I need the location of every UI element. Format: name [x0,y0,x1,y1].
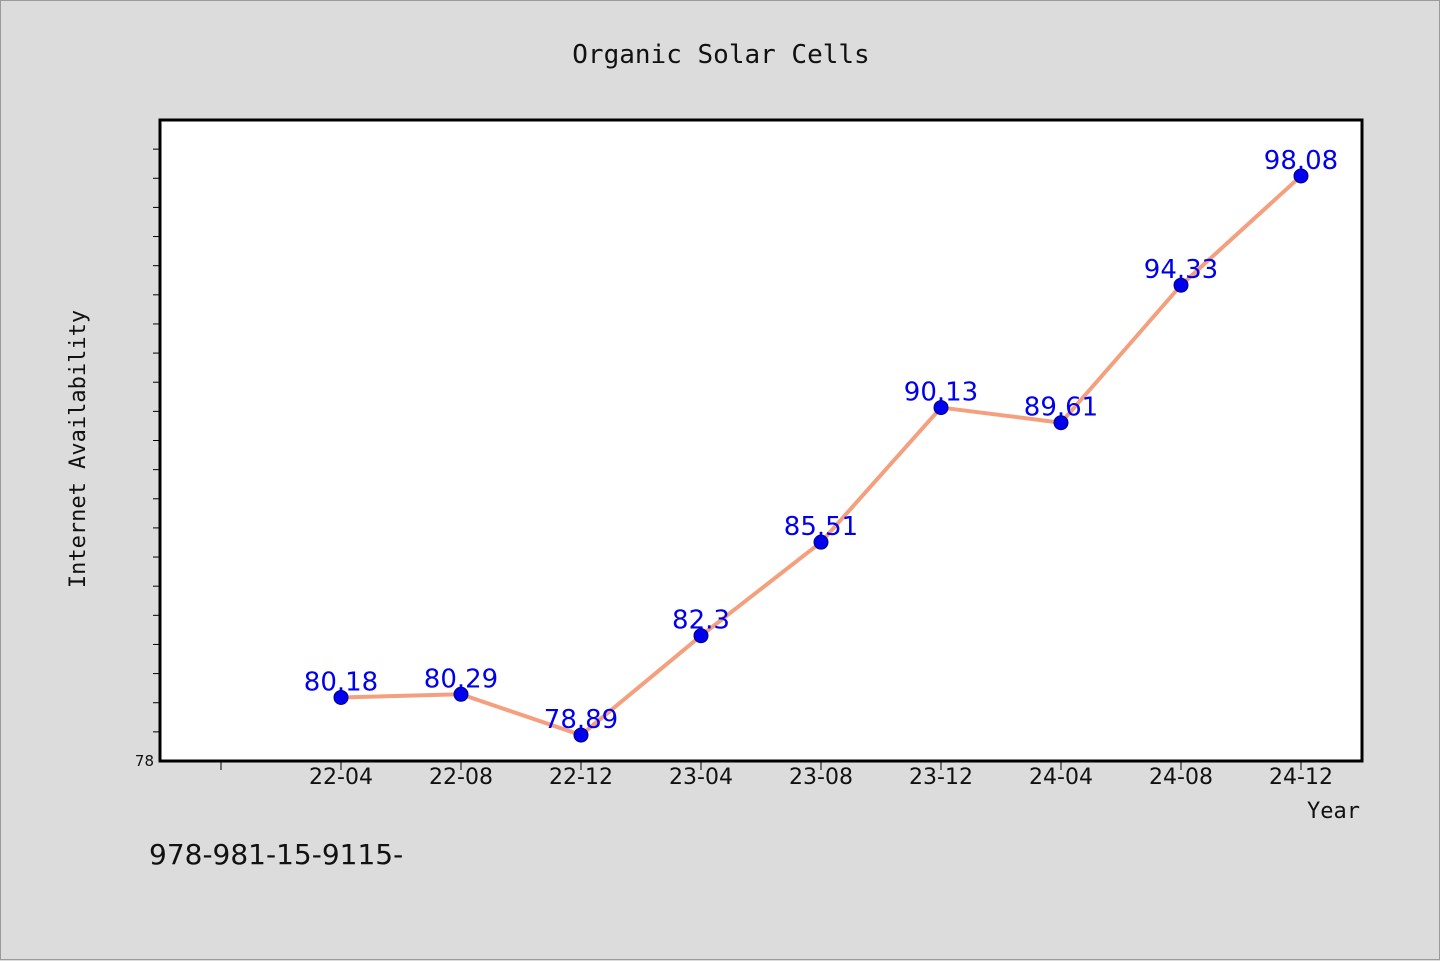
x-axis-ticks [220,761,1302,770]
x-tick-labels: 22-04 22-08 22-12 23-04 23-08 23-12 24-04 24-08… [309,765,1333,790]
data-label: 80.18 [304,667,378,697]
data-label: 94.33 [1144,255,1218,285]
data-label: 85.51 [784,512,858,542]
x-tick-label: 22-08 [429,765,493,790]
x-axis-title: Year [1307,799,1360,824]
y-axis-ticks [153,148,160,733]
x-tick-label: 22-12 [549,765,613,790]
x-tick-label: 23-08 [789,765,853,790]
data-label: 82.3 [672,606,730,636]
data-point [453,686,469,702]
y-axis-title: Internet Availability [66,310,91,588]
x-tick-label: 23-12 [909,765,973,790]
data-point [1053,415,1069,431]
data-point [813,534,829,550]
data-point [573,727,589,743]
plot-area [158,118,1364,763]
data-point [1173,277,1189,293]
data-label: 80.29 [424,664,498,694]
x-tick-label: 22-04 [309,765,373,790]
data-label: 98.08 [1264,146,1338,176]
data-point [1293,168,1309,184]
data-point [333,689,349,705]
data-labels: 80.18 80.29 78.89 82.3 85.51 90.13 89.61 94.33 9… [304,146,1338,735]
data-label: 89.61 [1024,393,1098,423]
y-tick-label-min: 78 [135,752,154,770]
x-tick-label: 23-04 [669,765,733,790]
x-tick-label: 24-08 [1149,765,1213,790]
chart-title: Organic Solar Cells [572,40,869,70]
data-point [933,400,949,416]
x-tick-label: 24-04 [1029,765,1093,790]
data-points [333,168,1309,743]
data-point [693,628,709,644]
data-label: 90.13 [904,378,978,408]
data-label: 78.89 [544,705,618,735]
footer-text: 978-981-15-9115- [149,838,403,871]
x-tick-label: 24-12 [1269,765,1333,790]
